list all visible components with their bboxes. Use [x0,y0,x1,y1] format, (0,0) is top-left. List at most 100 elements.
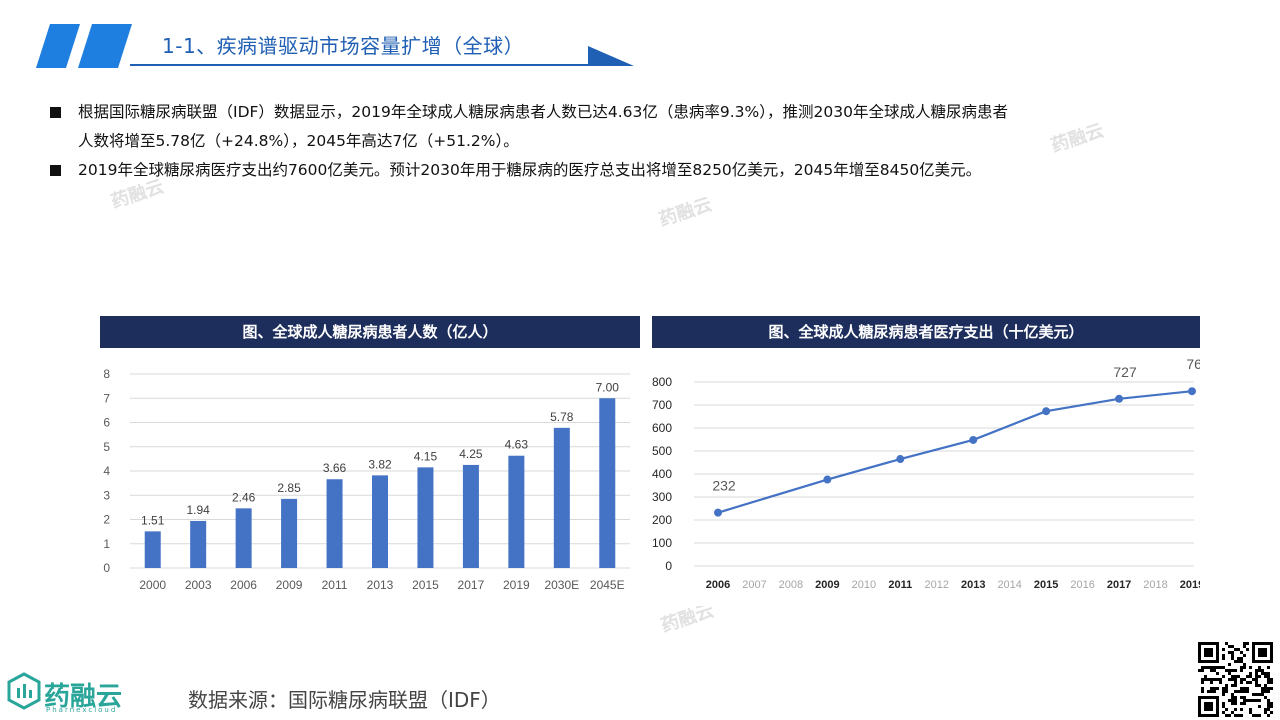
y-tick-label: 700 [652,398,672,412]
title-underline [130,64,590,66]
logo-name: 药融云 [44,682,123,712]
bullet-item: 根据国际糖尿病联盟（IDF）数据显示，2019年全球成人糖尿病患者人数已达4.6… [48,98,1248,156]
x-tick-label: 2012 [925,579,949,591]
bar [599,398,616,568]
data-point [1188,387,1196,396]
y-tick-label: 0 [103,561,110,575]
expenditure-chart: 图、全球成人糖尿病患者医疗支出（十亿美元） 0 100 200 300 400 500 60… [652,316,1200,606]
bar-value-label: 2.85 [277,481,301,495]
y-tick-label: 7 [103,391,110,405]
bullet-text-line: 根据国际糖尿病联盟（IDF）数据显示，2019年全球成人糖尿病患者人数已达4.6… [78,103,1008,121]
data-point [896,455,905,464]
bar [235,508,252,568]
x-tick-label: 2016 [1070,579,1094,591]
x-tick-label: 2013 [367,578,394,592]
y-tick-label: 300 [652,490,672,504]
y-tick-label: 100 [652,536,672,550]
bar [326,479,343,568]
patients-chart-title: 图、全球成人糖尿病患者人数（亿人） [100,316,640,348]
point-value-label: 760 [1186,356,1200,372]
watermark: 药融云 [656,194,715,231]
x-tick-label: 2009 [815,579,839,591]
x-tick-label: 2045E [590,578,625,592]
bar [553,427,570,568]
expenditure-line-chart: 0 100 200 300 400 500 600 700 800 2006 2007 2008 200… [652,348,1200,606]
x-tick-label: 2006 [706,579,730,591]
x-tick-label: 2014 [997,579,1021,591]
bar-value-label: 7.00 [596,380,620,394]
bar [281,498,298,568]
y-tick-label: 1 [103,537,110,551]
logo-subtitle: Pharnexcloud [46,706,118,714]
x-tick-label: 2010 [852,579,876,591]
bar-value-label: 1.94 [187,503,211,517]
bar [190,520,207,568]
bar [508,455,525,568]
bar-value-label: 2.46 [232,490,256,504]
y-tick-label: 0 [665,559,672,573]
x-tick-label: 2007 [742,579,766,591]
logo-icon [7,672,41,710]
x-tick-label: 2017 [458,578,485,592]
bullet-text-line: 2019年全球糖尿病医疗支出约7600亿美元。预计2030年用于糖尿病的医疗总支… [78,161,982,179]
y-tick-label: 4 [103,464,110,478]
y-tick-label: 200 [652,513,672,527]
bar-value-label: 4.15 [414,449,438,463]
x-tick-label: 2000 [139,578,166,592]
bullet-item: 2019年全球糖尿病医疗支出约7600亿美元。预计2030年用于糖尿病的医疗总支… [48,156,1248,185]
y-tick-label: 6 [103,416,110,430]
x-tick-label: 2008 [779,579,803,591]
x-tick-label: 2011 [322,578,348,592]
bar-value-label: 3.82 [368,457,392,471]
x-tick-label: 2019 [1180,579,1200,591]
qr-code-icon [1198,642,1273,717]
title-triangle-decoration [588,46,634,66]
plot-background [100,348,640,606]
bar [462,464,479,568]
bar [372,475,388,568]
plot-background [652,348,1200,606]
bullet-square-icon [50,165,61,176]
page-title: 1-1、疾病谱驱动市场容量扩增（全球） [162,34,525,58]
y-tick-label: 600 [652,421,672,435]
patients-chart: 图、全球成人糖尿病患者人数（亿人） 0 1 2 3 4 5 6 7 8 1.51 2000 1.94 2… [100,316,640,606]
x-tick-label: 2030E [544,578,579,592]
data-source: 数据来源：国际糖尿病联盟（IDF） [188,688,501,712]
bullet-text-line: 人数将增至5.78亿（+24.8%），2045年高达7亿（+51.2%）。 [78,132,519,150]
x-tick-label: 2018 [1143,579,1167,591]
point-value-label: 727 [1113,364,1137,380]
y-tick-label: 2 [103,513,110,527]
data-point [1042,407,1051,416]
x-tick-label: 2011 [888,579,912,591]
expenditure-chart-title: 图、全球成人糖尿病患者医疗支出（十亿美元） [652,316,1200,348]
slide-header: 1-1、疾病谱驱动市场容量扩增（全球） [0,0,1280,80]
data-point [714,508,722,517]
y-tick-label: 400 [652,467,672,481]
patients-bar-chart: 0 1 2 3 4 5 6 7 8 1.51 2000 1.94 2003 2.46 2006 2.85 200… [100,348,640,606]
x-tick-label: 2013 [961,579,985,591]
data-point [969,435,978,444]
bar-value-label: 4.63 [505,438,529,452]
bar-value-label: 4.25 [459,447,483,461]
bar-value-label: 1.51 [141,513,165,527]
bullet-square-icon [50,107,61,118]
y-tick-label: 3 [103,488,110,502]
bullet-list: 根据国际糖尿病联盟（IDF）数据显示，2019年全球成人糖尿病患者人数已达4.6… [48,98,1248,185]
bar-value-label: 5.78 [550,410,574,424]
x-tick-label: 2015 [1034,579,1058,591]
x-tick-label: 2019 [503,578,530,592]
x-tick-label: 2006 [230,578,257,592]
y-tick-label: 8 [103,367,110,381]
data-point [823,475,832,484]
x-tick-label: 2015 [412,578,439,592]
x-tick-label: 2003 [185,578,212,592]
y-tick-label: 5 [103,440,110,454]
x-tick-label: 2009 [276,578,303,592]
y-tick-label: 800 [652,375,672,389]
bar-value-label: 3.66 [323,461,347,475]
title-stripes-decoration [36,24,132,68]
data-point [1115,394,1124,403]
bar [417,467,434,568]
x-tick-label: 2017 [1107,579,1131,591]
point-value-label: 232 [712,478,736,494]
